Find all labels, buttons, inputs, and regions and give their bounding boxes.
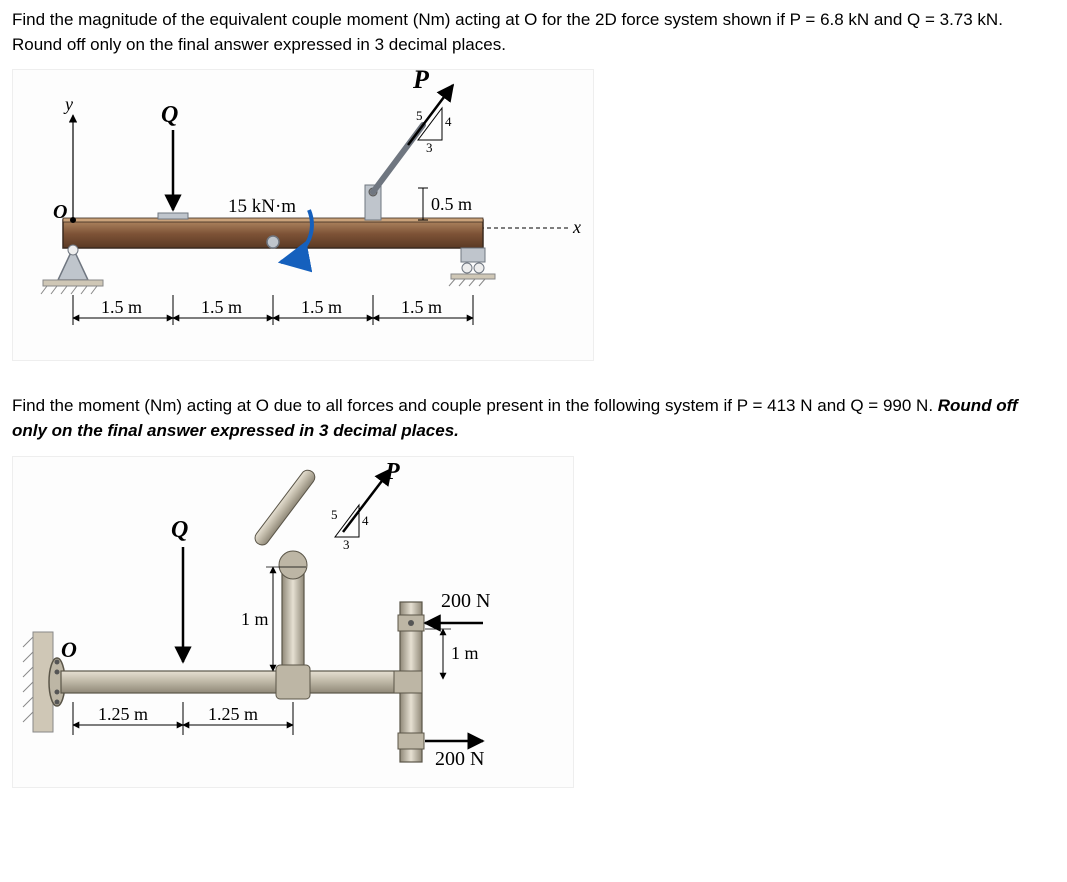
dim-chain: 1.5 m 1.5 m 1.5 m 1.5 m [73,295,473,325]
q-label: Q [161,102,178,128]
seg1: 1.5 m [101,297,142,317]
pipe-horizontal [61,671,411,693]
p1-qval: 3.73 kN [940,10,999,29]
inclined-handle [252,467,317,547]
tri2-4: 4 [362,513,369,528]
f-bot-label: 200 N [435,748,484,770]
elbow [279,551,307,579]
x-axis-label: x [572,217,581,237]
tri-5: 5 [416,108,423,123]
p2-pval: 413 N [767,396,812,415]
p1-pval: 6.8 kN [820,10,869,29]
tri-4: 4 [445,114,452,129]
f-top-label: 200 N [441,590,490,612]
right-support [449,248,495,286]
moment-pin [267,236,279,248]
seg3: 1.5 m [301,297,342,317]
left-support [41,245,103,294]
tee-fitting-2 [394,671,422,693]
problem2-text: Find the moment (Nm) acting at O due to … [12,394,1055,443]
p-label: P [412,70,430,94]
p2-c: . [928,396,937,415]
tri-3: 3 [426,140,433,155]
p-label-2: P [384,459,400,485]
upper-fitting-dot [408,620,414,626]
tri2 [335,505,359,537]
o-label-2: O [61,637,77,662]
lower-fitting [398,733,424,749]
problem1-text: Find the magnitude of the equivalent cou… [12,8,1055,57]
tri2-3: 3 [343,537,350,552]
q-label-2: Q [171,517,188,543]
seg4: 1.5 m [401,297,442,317]
q-plate [158,213,188,219]
tee-fitting-1 [276,665,310,699]
p2-a: Find the moment (Nm) acting at O due to … [12,396,767,415]
figure1-svg: x O y Q 15 kN·m P 5 4 3 0.5 m [13,70,593,360]
h1-label: 1.25 m [98,704,148,724]
p1-a: Find the magnitude of the equivalent cou… [12,10,820,29]
h2-label: 1.25 m [208,704,258,724]
v2-label: 1 m [451,643,479,663]
p2-qval: 990 N [883,396,928,415]
figure2-container: O Q P 5 4 3 1 m 200 N 200 N 1 m 1.25 m 1… [12,456,574,788]
dim-chain-2: 1.25 m 1.25 m [73,702,293,735]
tri2-5: 5 [331,507,338,522]
figure2-svg: O Q P 5 4 3 1 m 200 N 200 N 1 m 1.25 m 1… [13,457,573,787]
vdim-label: 0.5 m [431,194,472,214]
p2-b: and Q = [813,396,883,415]
figure1-container: x O y Q 15 kN·m P 5 4 3 0.5 m [12,69,594,361]
moment-label: 15 kN·m [228,196,296,217]
v1-label: 1 m [241,609,269,629]
y-axis-label: y [63,94,73,114]
fixed-wall [23,632,65,732]
seg2: 1.5 m [201,297,242,317]
p1-b: and Q = [869,10,939,29]
o-label: O [53,201,67,223]
